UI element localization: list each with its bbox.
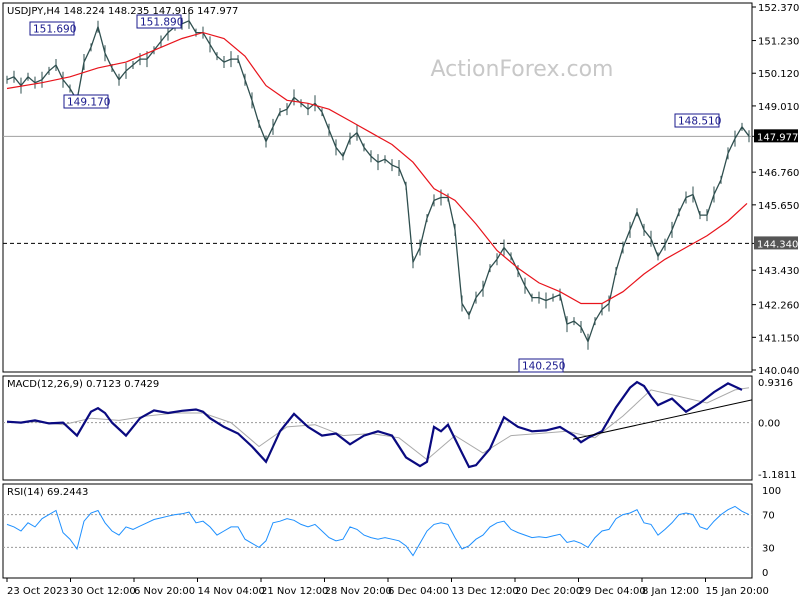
time-axis-label: 20 Dec 20:00 (515, 586, 582, 597)
annotation-label: 140.250 (522, 361, 565, 373)
price-axis-label: 150.120 (758, 69, 799, 80)
annotation-label: 149.170 (67, 97, 110, 109)
rsi-title: RSI(14) 69.2443 (7, 487, 88, 498)
time-axis-label: 30 Oct 12:00 (71, 586, 136, 597)
price-axis-label: 151.230 (758, 37, 799, 48)
annotation-box (29, 21, 75, 36)
annotation-label: 148.510 (678, 116, 721, 128)
macd-panel-frame (2, 375, 753, 481)
price-axis-label: 146.760 (758, 168, 799, 179)
time-axis-label: 29 Dec 04:00 (579, 586, 646, 597)
time-axis-label: 14 Nov 04:00 (198, 586, 265, 597)
macd-trendline (572, 399, 753, 440)
time-axis-label: 23 Oct 2023 (7, 586, 69, 597)
macd-line (6, 380, 743, 469)
annotation-box (674, 113, 720, 128)
time-axis-label: 28 Nov 20:00 (325, 586, 392, 597)
price-axis-label: 143.430 (758, 266, 799, 277)
time-axis-label: 21 Nov 12:00 (261, 586, 328, 597)
current-price-label: 147.977 (757, 132, 798, 143)
time-axis-label: 6 Dec 04:00 (388, 586, 449, 597)
current-price-tag (754, 129, 798, 143)
macd-axis-label: -1.1811 (758, 470, 797, 481)
rsi-axis-label: 70 (762, 511, 775, 522)
chart-title: USDJPY,H4 148.224 148.235 147.916 147.97… (7, 6, 238, 17)
price-panel-frame (2, 2, 753, 373)
macd-axis-label: 0.00 (758, 419, 780, 430)
rsi-panel-frame (2, 483, 753, 579)
rsi-axis-label: 100 (762, 486, 781, 497)
rsi-axis-label: 30 (762, 543, 775, 554)
rsi-axis-label: 0 (762, 568, 768, 579)
annotation-box (63, 94, 109, 109)
annotation-label: 151.690 (33, 24, 76, 36)
price-axis-label: 140.040 (758, 366, 799, 377)
macd-title: MACD(12,26,9) 0.7123 0.7429 (7, 379, 159, 390)
support-label: 144.340 (757, 239, 798, 250)
annotation-box (518, 358, 564, 373)
annotation-box (136, 14, 182, 29)
price-axis-label: 152.370 (758, 3, 799, 14)
support-tag (754, 236, 798, 250)
macd-axis-label: 0.9316 (758, 378, 793, 389)
watermark: ActionForex.com (431, 57, 614, 82)
moving-average-line (6, 31, 748, 305)
time-axis-label: 6 Nov 20:00 (134, 586, 195, 597)
time-axis-label: 13 Dec 12:00 (452, 586, 519, 597)
macd-signal-line (6, 387, 750, 461)
price-axis-label: 141.150 (758, 333, 799, 344)
time-axis-label: 8 Jan 12:00 (642, 586, 699, 597)
rsi-line (6, 505, 750, 557)
annotation-label: 151.890 (140, 17, 183, 29)
time-axis-label: 15 Jan 20:00 (706, 586, 769, 597)
price-axis-label: 145.650 (758, 201, 799, 212)
price-axis-label: 149.010 (758, 102, 799, 113)
price-axis-label: 142.260 (758, 301, 799, 312)
